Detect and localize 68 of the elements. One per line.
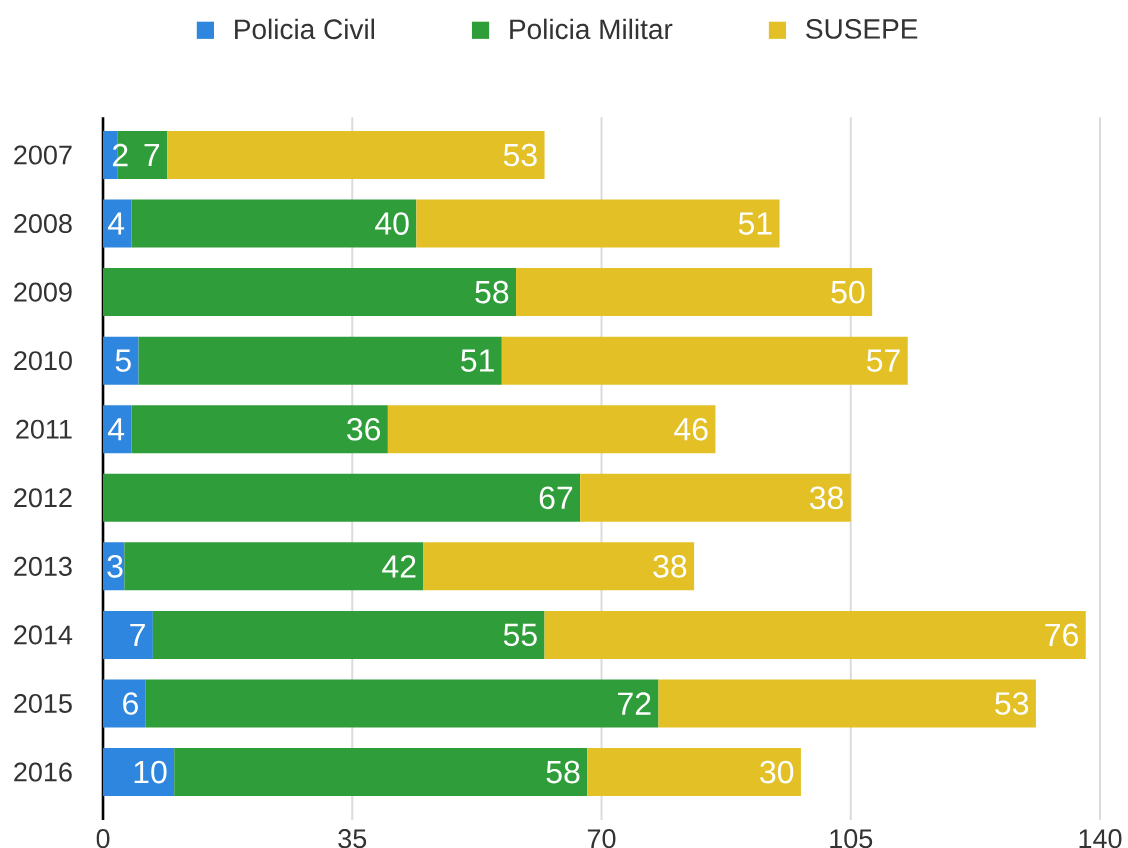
- y-tick-label: 2008: [14, 214, 72, 234]
- y-tick-label: 2009: [14, 282, 72, 302]
- data-label: 57: [867, 349, 900, 372]
- bar: [145, 679, 659, 728]
- data-label: 50: [831, 280, 865, 304]
- data-label: 72: [618, 692, 651, 715]
- data-label: 67: [539, 486, 573, 510]
- y-tick-label: 2010: [14, 351, 72, 371]
- y-tick-label: 2007: [14, 145, 72, 165]
- data-label: 53: [995, 692, 1029, 715]
- data-label: 30: [760, 760, 794, 784]
- data-label: 51: [738, 212, 772, 235]
- bar: [103, 610, 153, 659]
- bar: [131, 199, 417, 248]
- bar: [103, 679, 146, 728]
- y-tick-label: 2013: [14, 556, 72, 576]
- data-label: 51: [461, 349, 494, 372]
- data-label: 6: [123, 692, 138, 715]
- y-tick-label: 2011: [16, 419, 72, 439]
- data-label: 42: [382, 555, 416, 578]
- legend-label: Policia Militar: [510, 18, 673, 40]
- y-tick-label: 2012: [14, 488, 72, 508]
- data-label: 4: [108, 418, 125, 441]
- bar: [167, 131, 545, 179]
- data-label: 7: [130, 623, 145, 646]
- bar: [174, 748, 588, 797]
- data-label: 36: [347, 417, 381, 441]
- data-label: 40: [375, 212, 409, 235]
- data-label: 76: [1045, 623, 1078, 647]
- bar: [103, 268, 517, 317]
- y-tick-label: 2015: [14, 693, 72, 714]
- data-label: 58: [546, 760, 580, 784]
- legend-label: SUSEPE: [806, 18, 918, 39]
- bar: [387, 405, 716, 454]
- y-tick-label: 2016: [14, 762, 72, 782]
- x-tick-label: 140: [1079, 829, 1122, 848]
- data-label: 10: [134, 760, 167, 784]
- bar: [103, 748, 175, 797]
- data-label: 3: [107, 555, 123, 578]
- data-label: 38: [809, 486, 843, 510]
- data-label: 53: [503, 143, 537, 167]
- x-tick-label: 105: [830, 829, 873, 848]
- bar: [103, 473, 581, 522]
- bar: [580, 473, 851, 522]
- bar: [516, 268, 873, 317]
- x-tick-label: 70: [587, 829, 616, 848]
- data-label: 4: [108, 212, 125, 235]
- bar: [131, 405, 388, 454]
- bar: [103, 336, 139, 385]
- bar: [658, 679, 1036, 728]
- bar: [416, 199, 780, 248]
- data-label: 58: [475, 280, 509, 304]
- bar: [544, 610, 1086, 659]
- data-label: 7: [144, 143, 160, 167]
- data-label: 55: [503, 623, 537, 647]
- bar: [587, 748, 801, 797]
- data-label: 38: [653, 555, 687, 578]
- bar: [124, 542, 424, 591]
- bar: [501, 336, 908, 385]
- legend-label: Policia Civil: [235, 18, 375, 40]
- data-label: 5: [115, 349, 131, 372]
- data-label: 46: [674, 417, 708, 441]
- y-tick-label: 2014: [14, 625, 73, 645]
- x-tick-label: 35: [338, 829, 367, 848]
- bar: [138, 336, 502, 385]
- bar: [423, 542, 695, 591]
- x-tick-label: 0: [96, 829, 110, 848]
- bar: [152, 610, 545, 659]
